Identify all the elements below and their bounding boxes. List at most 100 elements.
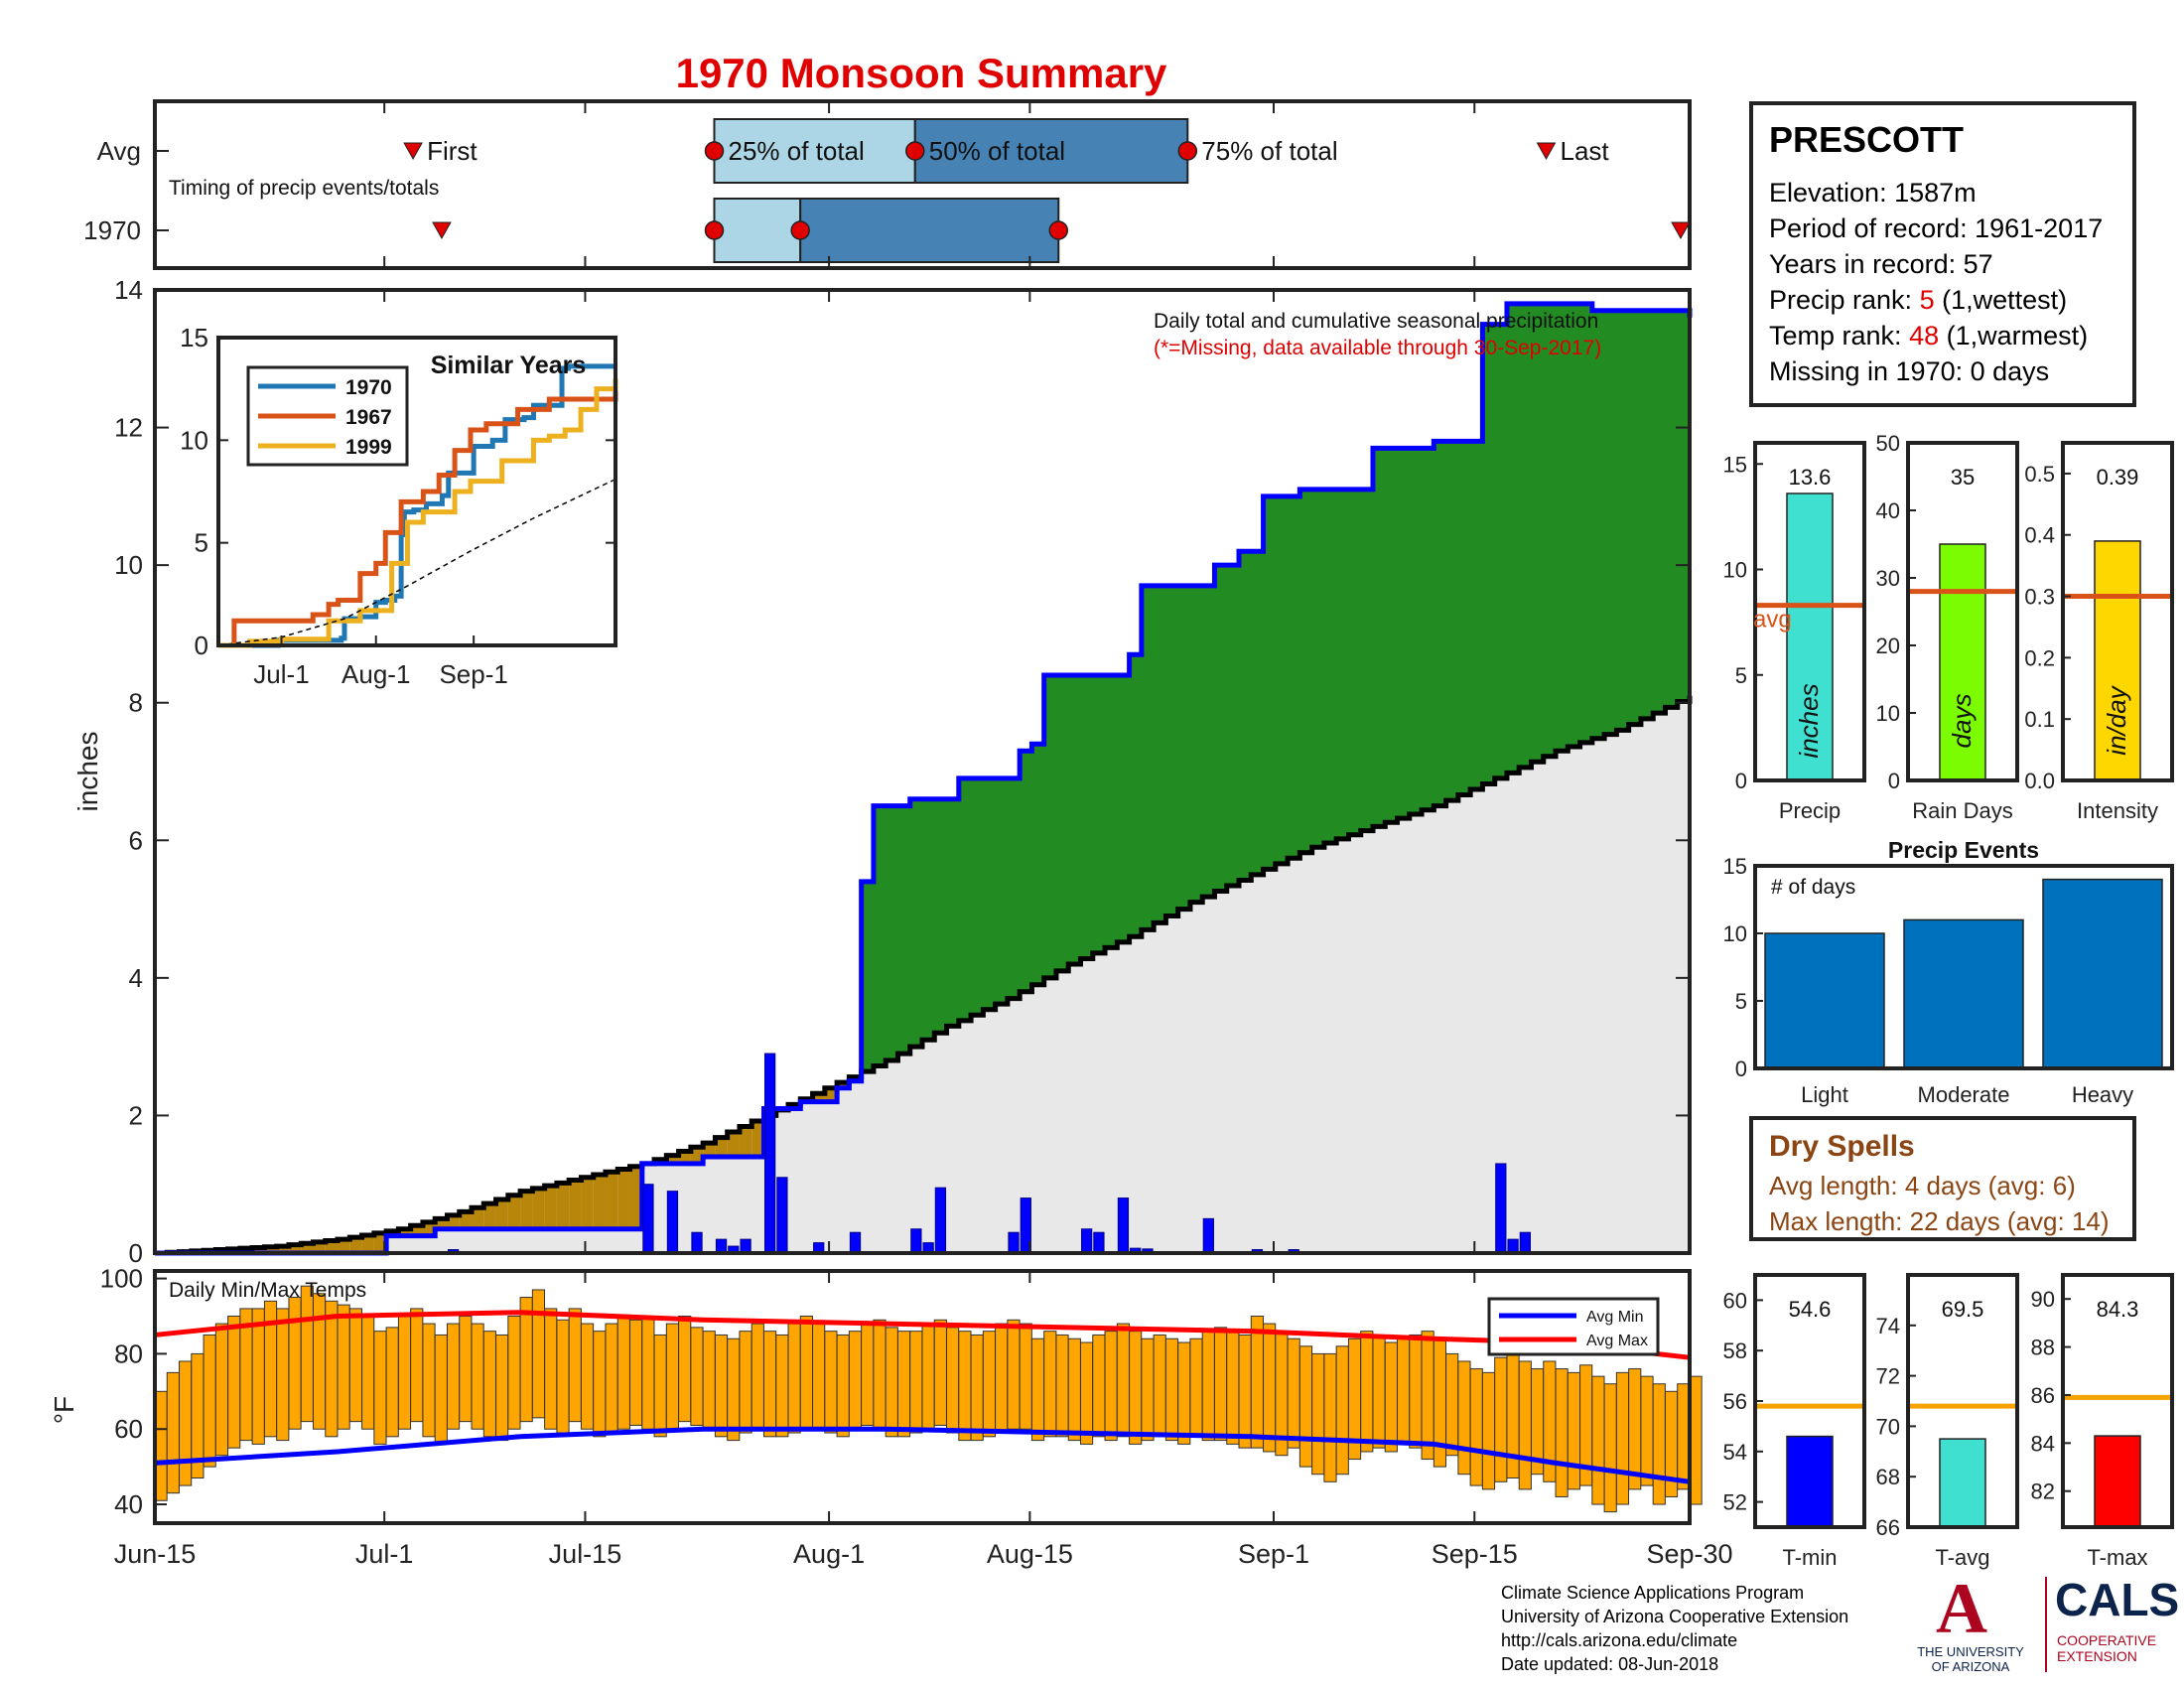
similar-years-y-tick-label: 5 <box>195 528 208 558</box>
avg-cumulative-area <box>1422 809 1434 1253</box>
below-average-area <box>422 1221 436 1236</box>
above-average-area <box>1591 310 1605 739</box>
daily-temps-chart: 40 60 80 100 Jun-15 Jul-1 Jul-15 Aug-1 Aug-15 Sep… <box>49 1264 1733 1569</box>
daily-temp-bar <box>1591 1375 1605 1505</box>
similar-years-x-tick-label: Jul-1 <box>253 659 309 689</box>
avg-cumulative-area <box>1117 941 1131 1253</box>
intensity_stat-value-label: 0.39 <box>2097 465 2139 490</box>
below-average-area <box>264 1246 278 1253</box>
tavg_stat-y-tick-label: 68 <box>1876 1465 1900 1489</box>
avg-cumulative-area <box>1604 734 1617 1253</box>
timing-event-marker <box>432 221 452 240</box>
daily-temp-bar <box>397 1315 412 1430</box>
page-title: 1970 Monsoon Summary <box>676 50 1167 96</box>
timing-frame <box>153 99 1692 270</box>
above-average-area <box>1640 310 1654 719</box>
daily-temp-bar <box>203 1334 216 1468</box>
daily-temp-bar <box>690 1327 704 1426</box>
dry-spells-max: Max length: 22 days (avg: 14) <box>1769 1206 2110 1236</box>
above-average-area <box>1007 777 1021 999</box>
tavg_stat-bar <box>1939 1438 1986 1528</box>
timing-label-25: 25% of total <box>728 136 864 166</box>
avg-cumulative-area <box>1506 773 1520 1253</box>
daily-temp-bar <box>1494 1356 1508 1482</box>
legend-label-avg-min: Avg Min <box>1586 1309 1644 1326</box>
daily-temp-bar <box>1518 1360 1532 1490</box>
tmax_stat-frame <box>2061 1273 2174 1529</box>
daily-precip-bar <box>934 1187 947 1254</box>
cumulative-y-tick-label: 14 <box>114 275 143 305</box>
cumulative-y-tick-label: 8 <box>129 688 143 718</box>
avg-cumulative-area <box>1288 858 1300 1253</box>
daily-temp-bar <box>702 1331 716 1430</box>
raindays_stat-y-tick-label: 40 <box>1876 498 1900 523</box>
above-average-area <box>995 777 1009 1005</box>
avg-cumulative-area <box>1531 762 1545 1253</box>
temps-y-tick-label: 60 <box>114 1414 143 1444</box>
avg-cumulative-line <box>155 695 1693 1256</box>
avg-cumulative-area <box>1177 909 1191 1253</box>
below-average-area <box>690 1147 704 1164</box>
daily-temp-bar <box>848 1331 863 1430</box>
daily-temp-bar <box>251 1308 265 1445</box>
above-average-area <box>1336 489 1350 839</box>
cumulative-y-tick-label: 0 <box>129 1238 143 1268</box>
tmax_stat-y-tick-label: 84 <box>2031 1431 2055 1456</box>
precip-event-bar <box>1764 932 1885 1069</box>
above-average-area <box>1165 585 1179 916</box>
cumulative-1970-line <box>155 301 1693 1256</box>
similar-years-inset: 0 5 10 15 Jul-1 Aug-1 Sep-1 Similar Years 1970 19… <box>180 323 618 689</box>
avg-cumulative-area <box>1397 818 1411 1253</box>
daily-temp-bar <box>227 1315 241 1449</box>
raindays_stat-y-tick-label: 50 <box>1876 431 1900 456</box>
above-average-area <box>922 798 935 1041</box>
daily-temp-bar <box>1067 1337 1081 1442</box>
above-average-area <box>1482 324 1496 784</box>
above-average-area <box>971 777 984 1016</box>
intensity_stat-bar <box>2094 540 2141 781</box>
station-years: Years in record: 57 <box>1769 249 1993 279</box>
above-average-area <box>1422 448 1434 810</box>
above-average-area <box>1141 585 1155 930</box>
avg-cumulative-area <box>1653 713 1667 1253</box>
avg-cumulative-area <box>983 1009 997 1253</box>
avg-cumulative-area <box>1189 902 1203 1253</box>
daily-temp-bar <box>434 1334 448 1445</box>
daily-temp-bar <box>337 1304 350 1430</box>
above-average-area <box>1519 303 1533 768</box>
temps-y-tick-label: 100 <box>100 1264 143 1294</box>
daily-precip-bar <box>776 1177 788 1254</box>
below-average-area <box>520 1191 533 1229</box>
avg-cumulative-area <box>886 1060 899 1253</box>
daily-temp-bar <box>1019 1323 1032 1430</box>
daily-temp-bar <box>665 1323 680 1430</box>
cumulative-y-tick-label: 12 <box>114 413 143 443</box>
above-average-area <box>1311 489 1325 848</box>
university-logo: A THE UNIVERSITY OF ARIZONA CALS COOPERA… <box>1916 1573 2179 1682</box>
avg-cumulative-area <box>1470 789 1484 1253</box>
daily-temp-bar <box>1335 1345 1349 1476</box>
daily-temp-bar <box>580 1323 595 1430</box>
daily-temp-bar <box>824 1331 838 1434</box>
logo-divider <box>2045 1577 2047 1672</box>
intensity_stat-bar-unit-label: in/day <box>2102 684 2131 755</box>
daily-temp-bar <box>616 1315 630 1430</box>
raindays_stat-x-label: Rain Days <box>1912 798 2012 823</box>
above-average-area <box>1433 441 1447 806</box>
coop-line-1: COOPERATIVE <box>2057 1632 2157 1648</box>
temps-x-tick-label: Sep-30 <box>1646 1539 1732 1569</box>
tmax_stat-y-tick-label: 82 <box>2031 1479 2055 1504</box>
raindays_stat-y-tick-label: 30 <box>1876 566 1900 591</box>
below-average-area <box>507 1195 521 1229</box>
similar-years-x-tick-label: Sep-1 <box>439 659 507 689</box>
above-average-area <box>1154 585 1166 923</box>
avg-cumulative-area <box>873 1065 887 1253</box>
daily-temp-bar <box>921 1323 935 1430</box>
precip-rank-prefix: Precip rank: <box>1769 285 1920 315</box>
below-average-area <box>338 1239 350 1253</box>
below-average-area <box>544 1186 558 1229</box>
daily-temp-bar <box>933 1319 947 1426</box>
avg-cumulative-area <box>800 1098 814 1253</box>
daily-temp-bar <box>982 1331 997 1438</box>
daily-temp-bar <box>348 1308 362 1423</box>
